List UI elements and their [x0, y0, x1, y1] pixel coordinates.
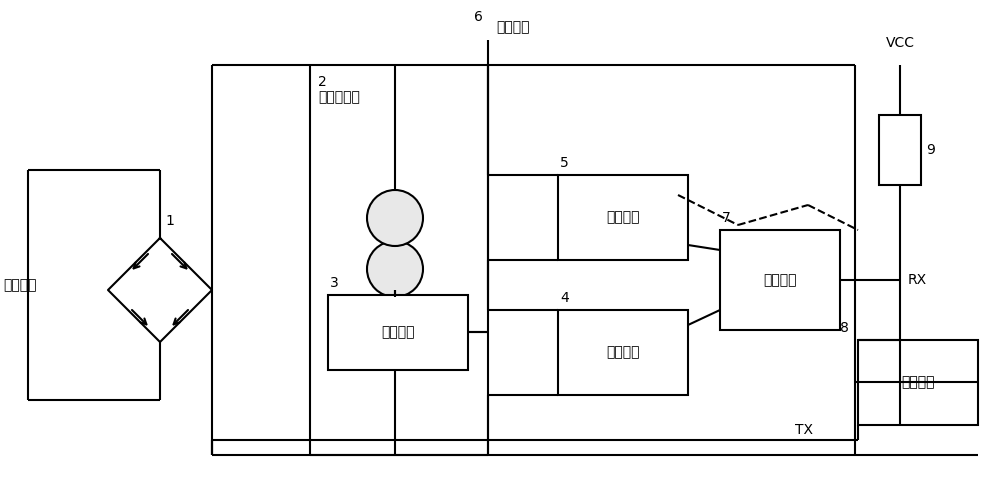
Bar	[328, 295, 468, 370]
Text: TX: TX	[795, 423, 813, 437]
Text: 9: 9	[926, 143, 935, 157]
Bar	[879, 115, 921, 185]
Text: 1: 1	[165, 214, 174, 228]
Bar	[720, 230, 840, 330]
Text: 反向电路: 反向电路	[763, 273, 797, 287]
Text: 可控恒流源: 可控恒流源	[318, 90, 360, 104]
Text: 3: 3	[330, 276, 339, 290]
Text: 5: 5	[560, 156, 569, 170]
Text: 总线接入: 总线接入	[3, 278, 36, 292]
Text: 6: 6	[474, 10, 482, 24]
Text: 7: 7	[722, 211, 731, 225]
Text: VCC: VCC	[886, 36, 914, 50]
Bar	[558, 310, 688, 395]
Bar	[858, 340, 978, 425]
Text: 微处理器: 微处理器	[901, 376, 935, 389]
Text: 加速电路: 加速电路	[606, 211, 640, 224]
Circle shape	[367, 190, 423, 246]
Bar	[558, 175, 688, 260]
Text: 4: 4	[560, 291, 569, 305]
Circle shape	[367, 241, 423, 297]
Text: 2: 2	[318, 75, 327, 89]
Text: 8: 8	[840, 321, 849, 335]
Text: 接收电路: 接收电路	[606, 346, 640, 359]
Text: 耦合电容: 耦合电容	[496, 20, 530, 34]
Text: 稳压电路: 稳压电路	[381, 326, 415, 339]
Text: RX: RX	[908, 273, 927, 287]
